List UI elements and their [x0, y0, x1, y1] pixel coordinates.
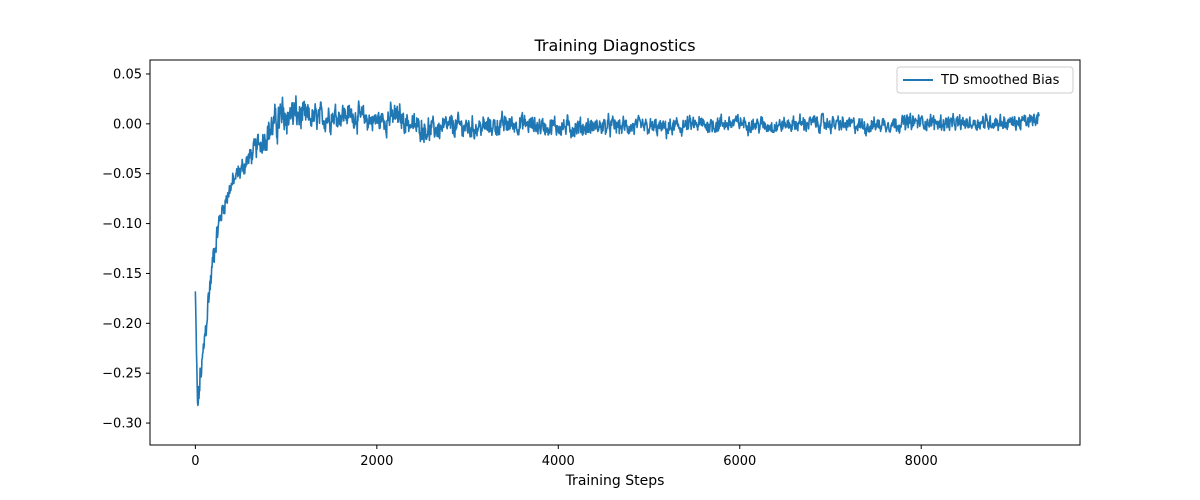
legend-box — [896, 66, 1074, 94]
x-tick-label: 4000 — [542, 454, 575, 469]
series-line — [194, 95, 1040, 407]
y-tick-label: 0.05 — [113, 67, 142, 82]
y-tick-label: −0.05 — [102, 167, 142, 182]
y-tick-label: 0.00 — [113, 117, 142, 132]
y-tick-label: −0.10 — [102, 217, 142, 232]
chart-title: Training Diagnostics — [533, 36, 695, 55]
legend: TD smoothed Bias — [896, 66, 1074, 94]
plot-area — [149, 59, 1081, 446]
legend-label: TD smoothed Bias — [940, 73, 1060, 88]
series-layer — [194, 95, 1040, 407]
x-axis-ticks: 0 2000 4000 6000 8000 — [191, 445, 938, 469]
x-tick-label: 6000 — [723, 454, 756, 469]
axes-frame — [149, 59, 1081, 446]
y-tick-label: −0.15 — [102, 267, 142, 282]
y-tick-label: −0.25 — [102, 367, 142, 382]
y-tick-label: −0.30 — [102, 417, 142, 432]
x-axis-title: Training Steps — [565, 473, 665, 489]
y-axis-ticks: −0.30 −0.25 −0.20 −0.15 −0.10 −0.05 0.00 0.05 — [102, 67, 150, 432]
x-tick-label: 8000 — [905, 454, 938, 469]
x-tick-label: 2000 — [360, 454, 393, 469]
y-tick-label: −0.20 — [102, 317, 142, 332]
x-tick-label: 0 — [191, 454, 199, 469]
